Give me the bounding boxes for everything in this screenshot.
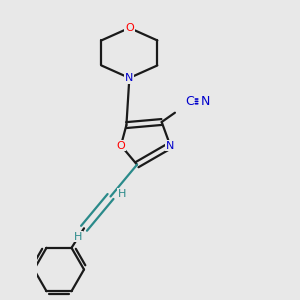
- Text: N: N: [166, 140, 174, 151]
- Text: H: H: [118, 188, 126, 199]
- Text: H: H: [74, 232, 82, 242]
- Text: N: N: [125, 73, 134, 83]
- Text: O: O: [117, 140, 125, 151]
- Text: O: O: [125, 23, 134, 33]
- Text: C: C: [185, 95, 194, 108]
- Text: N: N: [200, 95, 210, 108]
